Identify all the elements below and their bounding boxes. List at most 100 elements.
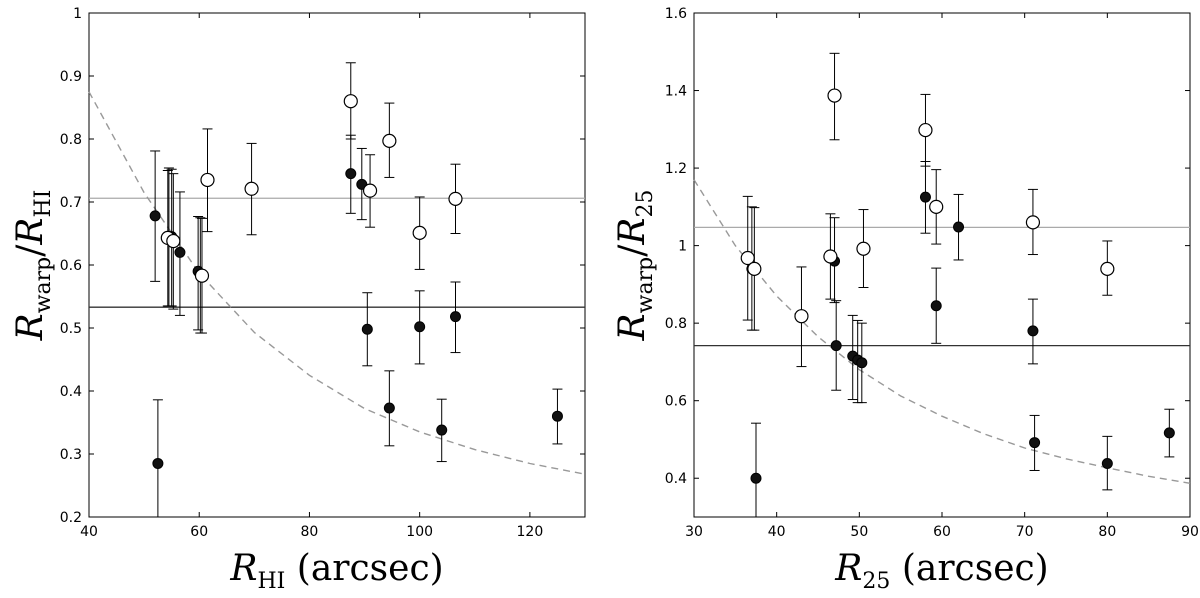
data-point [930, 267, 942, 344]
data-point [343, 62, 358, 140]
x-tick-label: 90 [1181, 524, 1199, 540]
data-point [953, 193, 965, 261]
marker-filled [436, 424, 448, 436]
data-point [750, 422, 762, 517]
data-point [551, 388, 563, 445]
data-point [362, 154, 378, 228]
marker-open [362, 183, 378, 198]
y-tick-label: 0.8 [665, 316, 687, 332]
chart-right: 30 40 50 60 70 80 90 0.4 0.6 0.8 1 1.2 1.4 1.6 R25 (a… [612, 6, 1199, 594]
marker-filled [361, 323, 373, 335]
data-point [827, 52, 842, 141]
data-point [740, 195, 755, 321]
marker-open [448, 191, 463, 206]
marker-open [929, 199, 944, 214]
data-point [1101, 435, 1113, 491]
data-point [166, 173, 181, 310]
x-tick-label: 60 [190, 524, 208, 540]
y-tick-label: 0.6 [60, 258, 82, 274]
data-point [823, 213, 838, 300]
x-axis-label-left: RHI (arcsec) [229, 548, 443, 593]
marker-open [194, 268, 210, 283]
marker-filled [750, 472, 762, 484]
marker-open [412, 225, 427, 240]
data-point [856, 322, 868, 404]
right-marks [740, 52, 1175, 517]
x-axis-label-right: R25 (arcsec) [834, 548, 1048, 593]
marker-filled [383, 402, 395, 414]
data-point [1025, 188, 1041, 256]
fit-curve [693, 179, 1191, 484]
y-tick-label: 1 [73, 6, 82, 22]
data-point [152, 399, 164, 517]
y-tick-label: 0.3 [60, 447, 82, 463]
y-tick-label: 0.2 [60, 510, 82, 526]
marker-filled [449, 311, 461, 323]
y-axis-label-right: Rwarp/R25 [612, 190, 658, 342]
marker-open [1100, 261, 1115, 276]
data-point [856, 209, 871, 288]
data-point [361, 292, 373, 367]
marker-filled [1101, 457, 1113, 469]
marker-open [382, 133, 397, 148]
plot-frame-right [693, 12, 1191, 518]
marker-filled [830, 340, 842, 352]
y-tick-label: 0.9 [60, 69, 82, 85]
x-tick-label: 80 [1098, 524, 1116, 540]
data-point [747, 207, 762, 331]
x-tick-label: 100 [406, 524, 433, 540]
data-point [1163, 408, 1175, 458]
data-point [412, 196, 427, 270]
marker-filled [919, 191, 931, 203]
marker-open [827, 88, 842, 103]
marker-filled [152, 457, 164, 469]
right-ticks: 30 40 50 60 70 80 90 0.4 0.6 0.8 1 1.2 1.4 1.6 [665, 6, 1199, 540]
plot-frame-left [88, 12, 586, 518]
y-tick-label: 0.7 [60, 195, 82, 211]
marker-open [343, 94, 358, 109]
right-guides [693, 179, 1191, 484]
x-tick-label: 40 [768, 524, 786, 540]
marker-open [918, 122, 933, 138]
x-tick-label: 70 [1016, 524, 1034, 540]
x-tick-label: 80 [301, 524, 319, 540]
y-tick-label: 0.4 [60, 384, 82, 400]
data-point [1100, 240, 1115, 296]
data-point [919, 160, 931, 234]
marker-filled [149, 210, 161, 222]
marker-open [166, 233, 181, 249]
left-ticks: 40 60 80 100 120 0.2 0.3 0.4 0.5 0.6 0.7 0.8 0.9 1 [60, 6, 585, 540]
data-point [149, 150, 161, 282]
left-marks [149, 62, 563, 517]
data-point [382, 102, 397, 178]
marker-open [1025, 215, 1041, 230]
y-tick-label: 1.6 [665, 6, 687, 22]
data-point [830, 300, 842, 391]
y-tick-label: 0.8 [60, 132, 82, 148]
data-point [174, 191, 186, 316]
left-guides [88, 91, 586, 475]
marker-open [200, 172, 215, 188]
y-tick-label: 0.6 [665, 394, 687, 410]
x-tick-label: 30 [685, 524, 703, 540]
y-tick-label: 1.4 [665, 84, 687, 100]
x-tick-label: 40 [80, 524, 98, 540]
marker-filled [1163, 427, 1175, 439]
marker-filled [345, 168, 357, 180]
data-point [414, 290, 426, 365]
marker-open [856, 241, 871, 256]
data-point [244, 142, 259, 236]
y-tick-label: 1 [678, 239, 687, 255]
marker-filled [1027, 325, 1039, 337]
marker-open [244, 181, 259, 196]
marker-filled [930, 300, 942, 312]
fit-curve [88, 91, 586, 475]
y-tick-label: 0.4 [665, 471, 687, 487]
marker-open [747, 261, 762, 276]
marker-filled [1029, 437, 1041, 449]
data-point [794, 266, 809, 368]
data-point [383, 370, 395, 447]
y-tick-label: 1.2 [665, 161, 687, 177]
data-point [929, 169, 944, 245]
